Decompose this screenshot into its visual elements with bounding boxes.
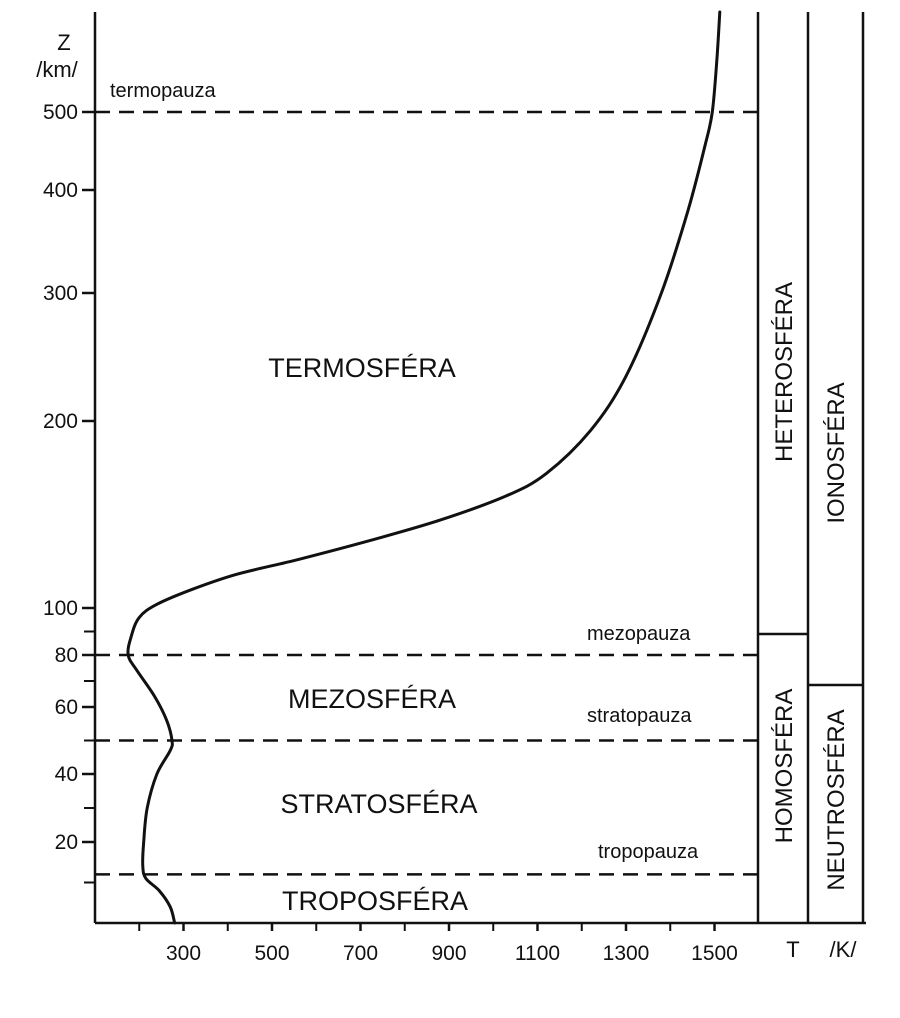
layer-label-troposphere: TROPOSFÉRA bbox=[282, 886, 468, 916]
y-tick-label: 40 bbox=[55, 763, 78, 786]
y-tick-label: 400 bbox=[43, 179, 78, 202]
boundary-label-stratopause: stratopauza bbox=[587, 705, 692, 727]
band-label-neutrosphere: NEUTROSFÉRA bbox=[823, 709, 850, 890]
y-axis-unit: /km/ bbox=[36, 57, 78, 82]
x-tick-label: 1500 bbox=[691, 942, 738, 965]
x-tick-label: 1100 bbox=[515, 942, 560, 965]
y-tick-label: 20 bbox=[55, 831, 78, 854]
x-tick-label: 300 bbox=[166, 942, 201, 965]
boundary-lines bbox=[95, 110, 758, 876]
boundary-label-mesopause: mezopauza bbox=[587, 623, 691, 645]
y-tick-label: 100 bbox=[43, 597, 78, 620]
layer-label-stratosphere: STRATOSFÉRA bbox=[280, 789, 477, 819]
x-axis-unit: /K/ bbox=[830, 937, 858, 962]
axis-ticks: 300 500 700 900 1100 1300 1500 20 40 60 80 100 200 30… bbox=[43, 101, 738, 965]
band-label-ionosphere: IONOSFÉRA bbox=[823, 382, 850, 523]
y-axis-title: Z bbox=[57, 30, 70, 55]
band-columns bbox=[756, 12, 865, 923]
x-tick-label: 1300 bbox=[603, 942, 650, 965]
layer-label-mesosphere: MEZOSFÉRA bbox=[288, 684, 456, 714]
x-tick-label: 500 bbox=[254, 942, 289, 965]
y-tick-label: 500 bbox=[43, 101, 78, 124]
band-label-heterosphere: HETEROSFÉRA bbox=[771, 282, 798, 462]
layer-label-thermosphere: TERMOSFÉRA bbox=[268, 353, 456, 383]
x-tick-label: 700 bbox=[343, 942, 378, 965]
y-tick-label: 60 bbox=[55, 696, 78, 719]
boundary-label-thermopause: termopauza bbox=[110, 80, 216, 102]
temperature-curve bbox=[126, 10, 722, 925]
boundary-label-tropopause: tropopauza bbox=[598, 841, 699, 863]
y-tick-label: 300 bbox=[43, 282, 78, 305]
x-tick-label: 900 bbox=[431, 942, 466, 965]
x-axis-title: T bbox=[786, 937, 799, 962]
band-label-homosphere: HOMOSFÉRA bbox=[771, 689, 798, 844]
y-tick-label: 200 bbox=[43, 410, 78, 433]
y-tick-label: 80 bbox=[55, 644, 78, 667]
